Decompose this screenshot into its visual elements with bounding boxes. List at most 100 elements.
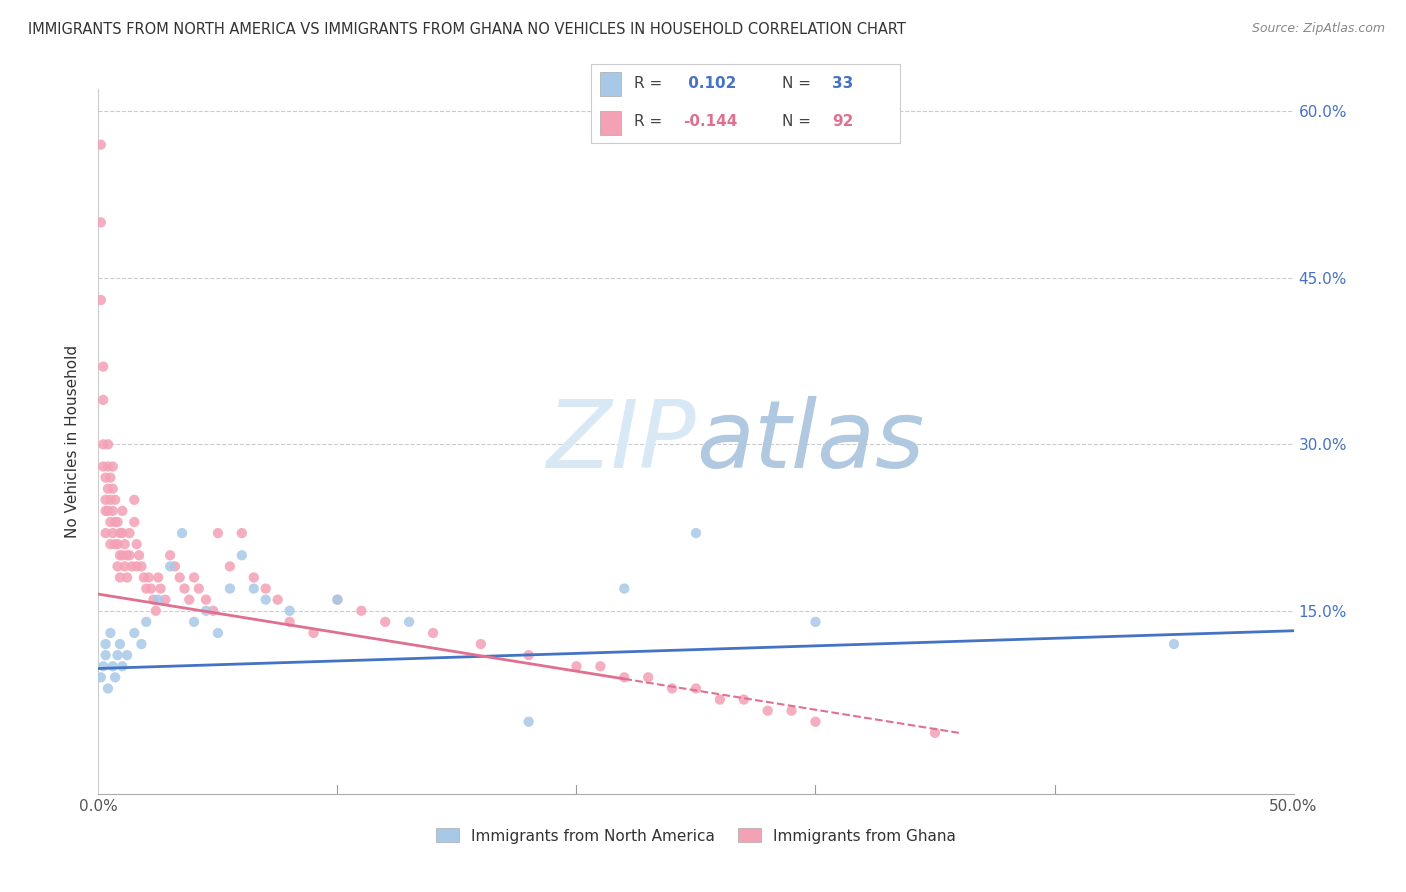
Point [155, 592, 177, 607]
Point [613, 582, 636, 596]
Point [173, 582, 195, 596]
Point [107, 559, 129, 574]
Point [179, 592, 201, 607]
Text: R =: R = [634, 76, 662, 91]
Point [118, 526, 141, 541]
Point [139, 582, 162, 596]
Point [107, 537, 129, 551]
Bar [600, 112, 621, 135]
Point [142, 592, 165, 607]
Point [278, 615, 301, 629]
Point [326, 592, 349, 607]
Point [780, 704, 803, 718]
Point [398, 615, 420, 629]
Point [163, 559, 186, 574]
Point [145, 604, 167, 618]
Point [804, 615, 827, 629]
Point [422, 626, 444, 640]
Point [195, 604, 218, 618]
Text: atlas: atlas [696, 396, 924, 487]
Point [169, 570, 191, 584]
Point [94, 526, 117, 541]
Point [207, 626, 229, 640]
Point [149, 582, 172, 596]
Point [219, 559, 242, 574]
Point [374, 615, 396, 629]
Point [125, 559, 148, 574]
Point [517, 648, 540, 662]
Point [231, 526, 253, 541]
Point [195, 592, 218, 607]
Text: N =: N = [782, 114, 815, 129]
Point [94, 470, 117, 484]
Point [101, 482, 124, 496]
Text: 92: 92 [832, 114, 853, 129]
Point [254, 582, 277, 596]
Point [97, 459, 120, 474]
Point [90, 670, 112, 684]
Point [111, 504, 134, 518]
Point [243, 570, 266, 584]
Point [685, 681, 707, 696]
Point [91, 459, 114, 474]
Point [135, 582, 157, 596]
Point [104, 670, 127, 684]
Point [804, 714, 827, 729]
Point [90, 293, 112, 307]
Point [90, 137, 112, 152]
Point [91, 437, 114, 451]
Text: -0.144: -0.144 [683, 114, 738, 129]
Point [108, 570, 131, 584]
Point [243, 582, 266, 596]
Point [470, 637, 492, 651]
Point [589, 659, 612, 673]
Point [278, 604, 301, 618]
Point [124, 492, 146, 507]
Point [94, 637, 117, 651]
Point [108, 637, 131, 651]
Point [91, 392, 114, 407]
Y-axis label: No Vehicles in Household: No Vehicles in Household [65, 345, 80, 538]
Point [231, 549, 253, 563]
Point [90, 215, 112, 229]
Point [733, 692, 755, 706]
Point [98, 626, 122, 640]
Legend: Immigrants from North America, Immigrants from Ghana: Immigrants from North America, Immigrant… [430, 822, 962, 850]
Point [131, 637, 153, 651]
Point [326, 592, 349, 607]
Point [148, 592, 170, 607]
Point [128, 549, 150, 563]
Point [202, 604, 225, 618]
Point [709, 692, 731, 706]
Point [756, 704, 779, 718]
Point [98, 470, 122, 484]
Point [685, 526, 707, 541]
Point [91, 659, 114, 673]
Point [613, 670, 636, 684]
Point [94, 492, 117, 507]
Point [207, 526, 229, 541]
Point [254, 592, 277, 607]
Point [91, 359, 114, 374]
Point [111, 549, 134, 563]
Point [135, 615, 157, 629]
Point [121, 559, 143, 574]
Point [97, 681, 120, 696]
Point [115, 549, 138, 563]
Point [101, 504, 124, 518]
Point [101, 526, 124, 541]
Point [219, 582, 242, 596]
Point [94, 648, 117, 662]
Point [107, 515, 129, 529]
Point [183, 570, 205, 584]
Point [124, 515, 146, 529]
Bar [600, 72, 621, 95]
Text: ZIP: ZIP [547, 396, 696, 487]
Point [350, 604, 373, 618]
Point [267, 592, 290, 607]
Point [97, 504, 120, 518]
Point [111, 526, 134, 541]
Point [148, 570, 170, 584]
Point [517, 714, 540, 729]
Point [98, 492, 122, 507]
